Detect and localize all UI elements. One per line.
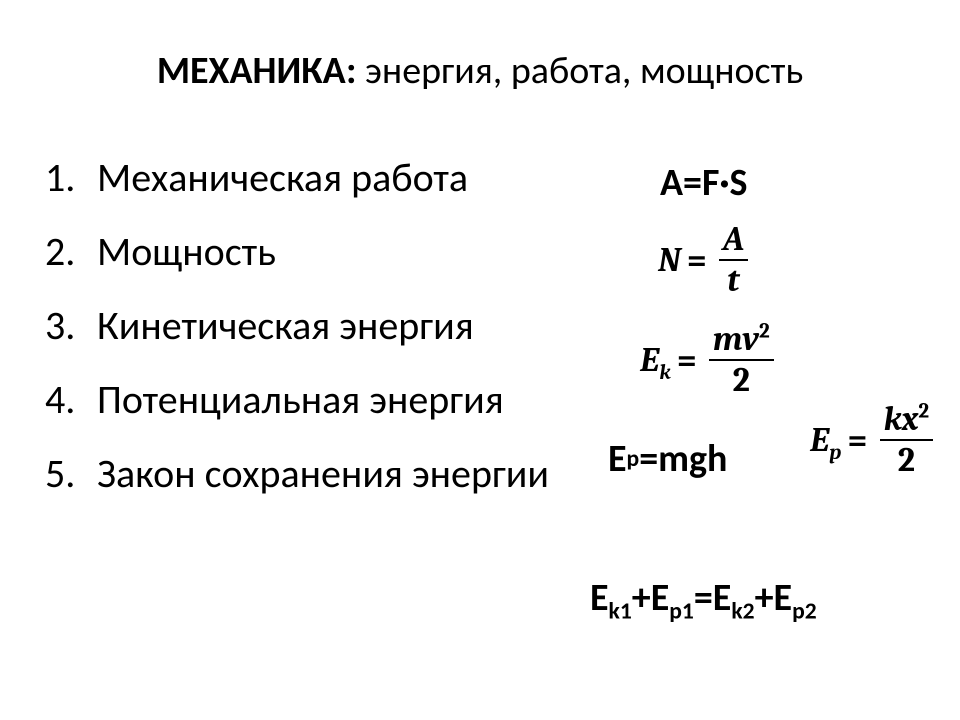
t3-sub: k2 [731, 598, 754, 626]
num-a: m [713, 319, 742, 359]
fraction: mv2 2 [709, 320, 774, 400]
fraction: kx2 2 [880, 400, 934, 480]
equals-sign: = [687, 240, 707, 280]
term-3: Ek2 [713, 575, 755, 621]
formula-work: A=F·S [660, 160, 748, 206]
num-b: x [902, 399, 918, 439]
list-item: Кинетическая энергия [45, 303, 585, 349]
num-exp: 2 [918, 400, 929, 424]
numerator: A [719, 220, 748, 261]
t1-base: E [590, 575, 609, 621]
term-4: Ep2 [774, 575, 817, 621]
list-item: Потенциальная энергия [45, 377, 585, 423]
list-item: Механическая работа [45, 155, 585, 201]
t4-base: E [774, 575, 793, 621]
numerator: kx2 [880, 400, 934, 441]
page-title: МЕХАНИКА: энергия, работа, мощность [0, 48, 960, 94]
denominator: t [723, 261, 743, 300]
lhs-sub: k [659, 361, 670, 385]
formula-kinetic: Ek = mv2 2 [640, 320, 774, 400]
list-item-label: Механическая работа [97, 153, 468, 202]
t4-sub: p2 [792, 598, 817, 626]
list-item: Закон сохранения энергии [45, 451, 585, 497]
term-2: Ep1 [651, 575, 694, 621]
equals-sign: = [847, 420, 867, 460]
formula-text: A=F·S [660, 160, 748, 206]
list-item-label: Потенциальная энергия [97, 375, 504, 424]
num-b: v [742, 319, 759, 359]
plus-sign: + [632, 575, 651, 621]
rhs: =mgh [639, 436, 727, 482]
denominator: 2 [729, 361, 754, 400]
title-rest: энергия, работа, мощность [356, 48, 803, 94]
lhs: N [658, 240, 681, 280]
formula-conservation: Ek1+Ep1=Ek2+Ep2 [590, 575, 817, 621]
denominator: 2 [894, 441, 919, 480]
plus-sign: + [755, 575, 774, 621]
t2-base: E [651, 575, 670, 621]
title-bold: МЕХАНИКА: [157, 48, 357, 94]
lhs-base: E [640, 340, 659, 380]
equals-sign: = [677, 340, 697, 380]
list-item: Мощность [45, 229, 585, 275]
formula-power: N = A t [658, 220, 748, 300]
lhs: Ek [640, 340, 671, 380]
list-item-label: Закон сохранения энергии [97, 449, 549, 498]
formula-potential-spring: Ep = kx2 2 [810, 400, 933, 480]
topic-list: Механическая работа Мощность Кинетическа… [45, 155, 585, 525]
equals-sign: = [694, 575, 713, 621]
list-item-label: Мощность [97, 227, 276, 276]
lhs-base: E [608, 436, 627, 482]
lhs-base: E [810, 420, 829, 460]
t1-sub: k1 [609, 598, 632, 626]
fraction: A t [719, 220, 748, 300]
term-1: Ek1 [590, 575, 632, 621]
formula-potential-gravity: Ep=mgh [608, 436, 727, 482]
num-exp: 2 [759, 320, 770, 344]
list-item-label: Кинетическая энергия [97, 301, 474, 350]
numerator: mv2 [709, 320, 774, 361]
slide: МЕХАНИКА: энергия, работа, мощность Меха… [0, 0, 960, 720]
t3-base: E [713, 575, 732, 621]
num-a: k [884, 399, 902, 439]
lhs-sub: p [829, 441, 841, 465]
lhs: Ep [810, 420, 841, 460]
t2-sub: p1 [669, 598, 694, 626]
